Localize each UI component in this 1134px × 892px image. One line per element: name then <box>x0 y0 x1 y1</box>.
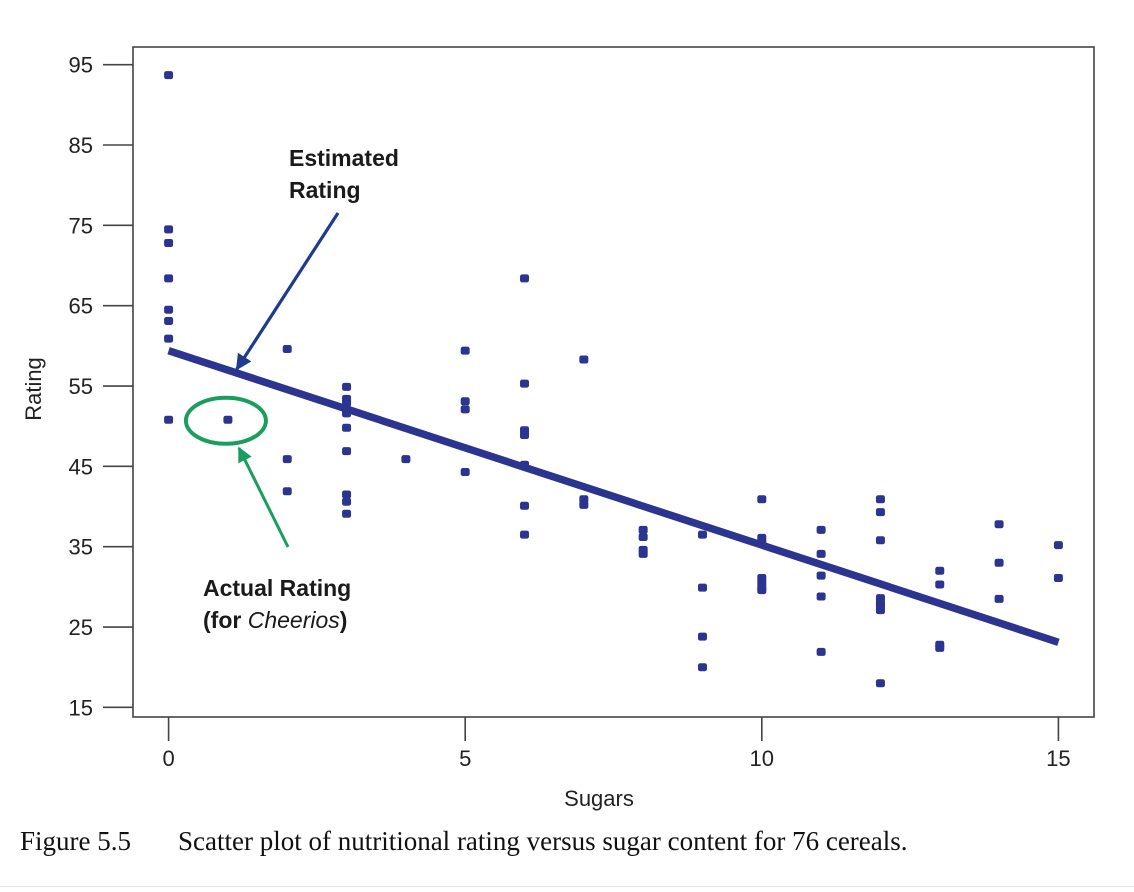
data-point <box>342 382 352 391</box>
y-axis-title: Rating <box>21 357 46 421</box>
scatter-chart: 15 25 35 45 55 65 75 85 95 0 5 10 15 Estimated Ratin… <box>21 46 1095 811</box>
data-point <box>342 423 352 432</box>
data-point <box>520 460 530 469</box>
data-point <box>520 501 530 510</box>
data-point <box>164 305 174 314</box>
data-point <box>697 632 707 641</box>
data-point <box>342 497 352 506</box>
data-point <box>520 274 530 283</box>
y-tick-label: 85 <box>69 133 93 158</box>
data-point <box>816 549 826 558</box>
y-tick-label: 75 <box>69 213 93 238</box>
data-point <box>342 398 352 407</box>
data-point <box>816 525 826 534</box>
data-point <box>223 415 233 424</box>
data-point <box>697 583 707 592</box>
regression-line <box>167 347 1060 646</box>
data-point <box>164 316 174 325</box>
data-point <box>638 533 648 542</box>
x-axis: 0 5 10 15 <box>162 717 1071 771</box>
data-point <box>875 508 885 517</box>
data-point <box>697 663 707 672</box>
data-point <box>875 679 885 688</box>
y-tick-label: 55 <box>69 374 93 399</box>
data-point <box>757 586 767 595</box>
data-point <box>282 345 292 354</box>
plot-border <box>132 46 1095 718</box>
data-point <box>697 530 707 539</box>
data-point <box>816 592 826 601</box>
data-point <box>164 239 174 248</box>
data-point <box>875 606 885 615</box>
plot-frame <box>132 46 1095 718</box>
data-point <box>757 495 767 504</box>
data-point <box>935 566 945 575</box>
y-tick-label: 95 <box>69 53 93 78</box>
data-point <box>460 405 470 414</box>
data-point <box>816 647 826 656</box>
data-points <box>164 71 1063 688</box>
actual-rating-sublabel: (for Cheerios) <box>203 607 347 633</box>
y-tick-label: 65 <box>69 294 93 319</box>
data-point <box>579 500 589 509</box>
data-point <box>638 549 648 558</box>
estimated-rating-arrow <box>235 212 340 371</box>
y-tick-label: 45 <box>69 454 93 479</box>
data-point <box>875 495 885 504</box>
data-point <box>460 346 470 355</box>
data-point <box>164 71 174 80</box>
data-point <box>401 455 411 464</box>
data-point <box>520 431 530 440</box>
data-point <box>935 580 945 589</box>
data-point <box>282 487 292 496</box>
data-point <box>342 447 352 456</box>
data-point <box>579 355 589 364</box>
x-tick-label: 0 <box>162 746 174 771</box>
figure-caption-text: Scatter plot of nutritional rating versu… <box>178 826 908 856</box>
data-point <box>520 379 530 388</box>
figure-number: Figure 5.5 <box>20 826 131 856</box>
x-tick-label: 5 <box>459 746 471 771</box>
x-axis-title: Sugars <box>564 786 634 811</box>
annotations: Estimated Rating Actual Rating (for Cheerio… <box>183 145 399 633</box>
data-point <box>520 530 530 539</box>
data-point <box>994 594 1004 603</box>
data-point <box>875 536 885 545</box>
data-point <box>816 571 826 580</box>
estimated-rating-label: Estimated Rating <box>289 145 399 203</box>
data-point <box>342 490 352 499</box>
data-point <box>460 467 470 476</box>
data-point <box>164 415 174 424</box>
data-point <box>282 455 292 464</box>
regression-line-path <box>167 347 1060 646</box>
x-tick-label: 10 <box>750 746 774 771</box>
data-point <box>164 334 174 343</box>
bottom-divider <box>0 886 1134 887</box>
data-point <box>342 509 352 518</box>
data-point <box>1053 541 1063 550</box>
y-axis: 15 25 35 45 55 65 75 85 95 <box>69 53 133 720</box>
data-point <box>164 225 174 234</box>
y-tick-label: 15 <box>69 695 93 720</box>
data-point <box>994 520 1004 529</box>
data-point <box>757 538 767 547</box>
actual-rating-arrow <box>237 446 290 548</box>
data-point <box>342 409 352 418</box>
actual-rating-label: Actual Rating <box>203 575 351 601</box>
figure-caption: Figure 5.5 Scatter plot of nutritional ra… <box>20 826 1120 857</box>
cheerios-highlight-ellipse <box>183 395 268 446</box>
data-point <box>460 397 470 406</box>
data-point <box>638 525 648 534</box>
data-point <box>994 558 1004 567</box>
y-tick-label: 25 <box>69 615 93 640</box>
y-tick-label: 35 <box>69 535 93 560</box>
x-tick-label: 15 <box>1046 746 1070 771</box>
data-point <box>935 643 945 652</box>
data-point <box>1053 574 1063 583</box>
data-point <box>164 274 174 283</box>
